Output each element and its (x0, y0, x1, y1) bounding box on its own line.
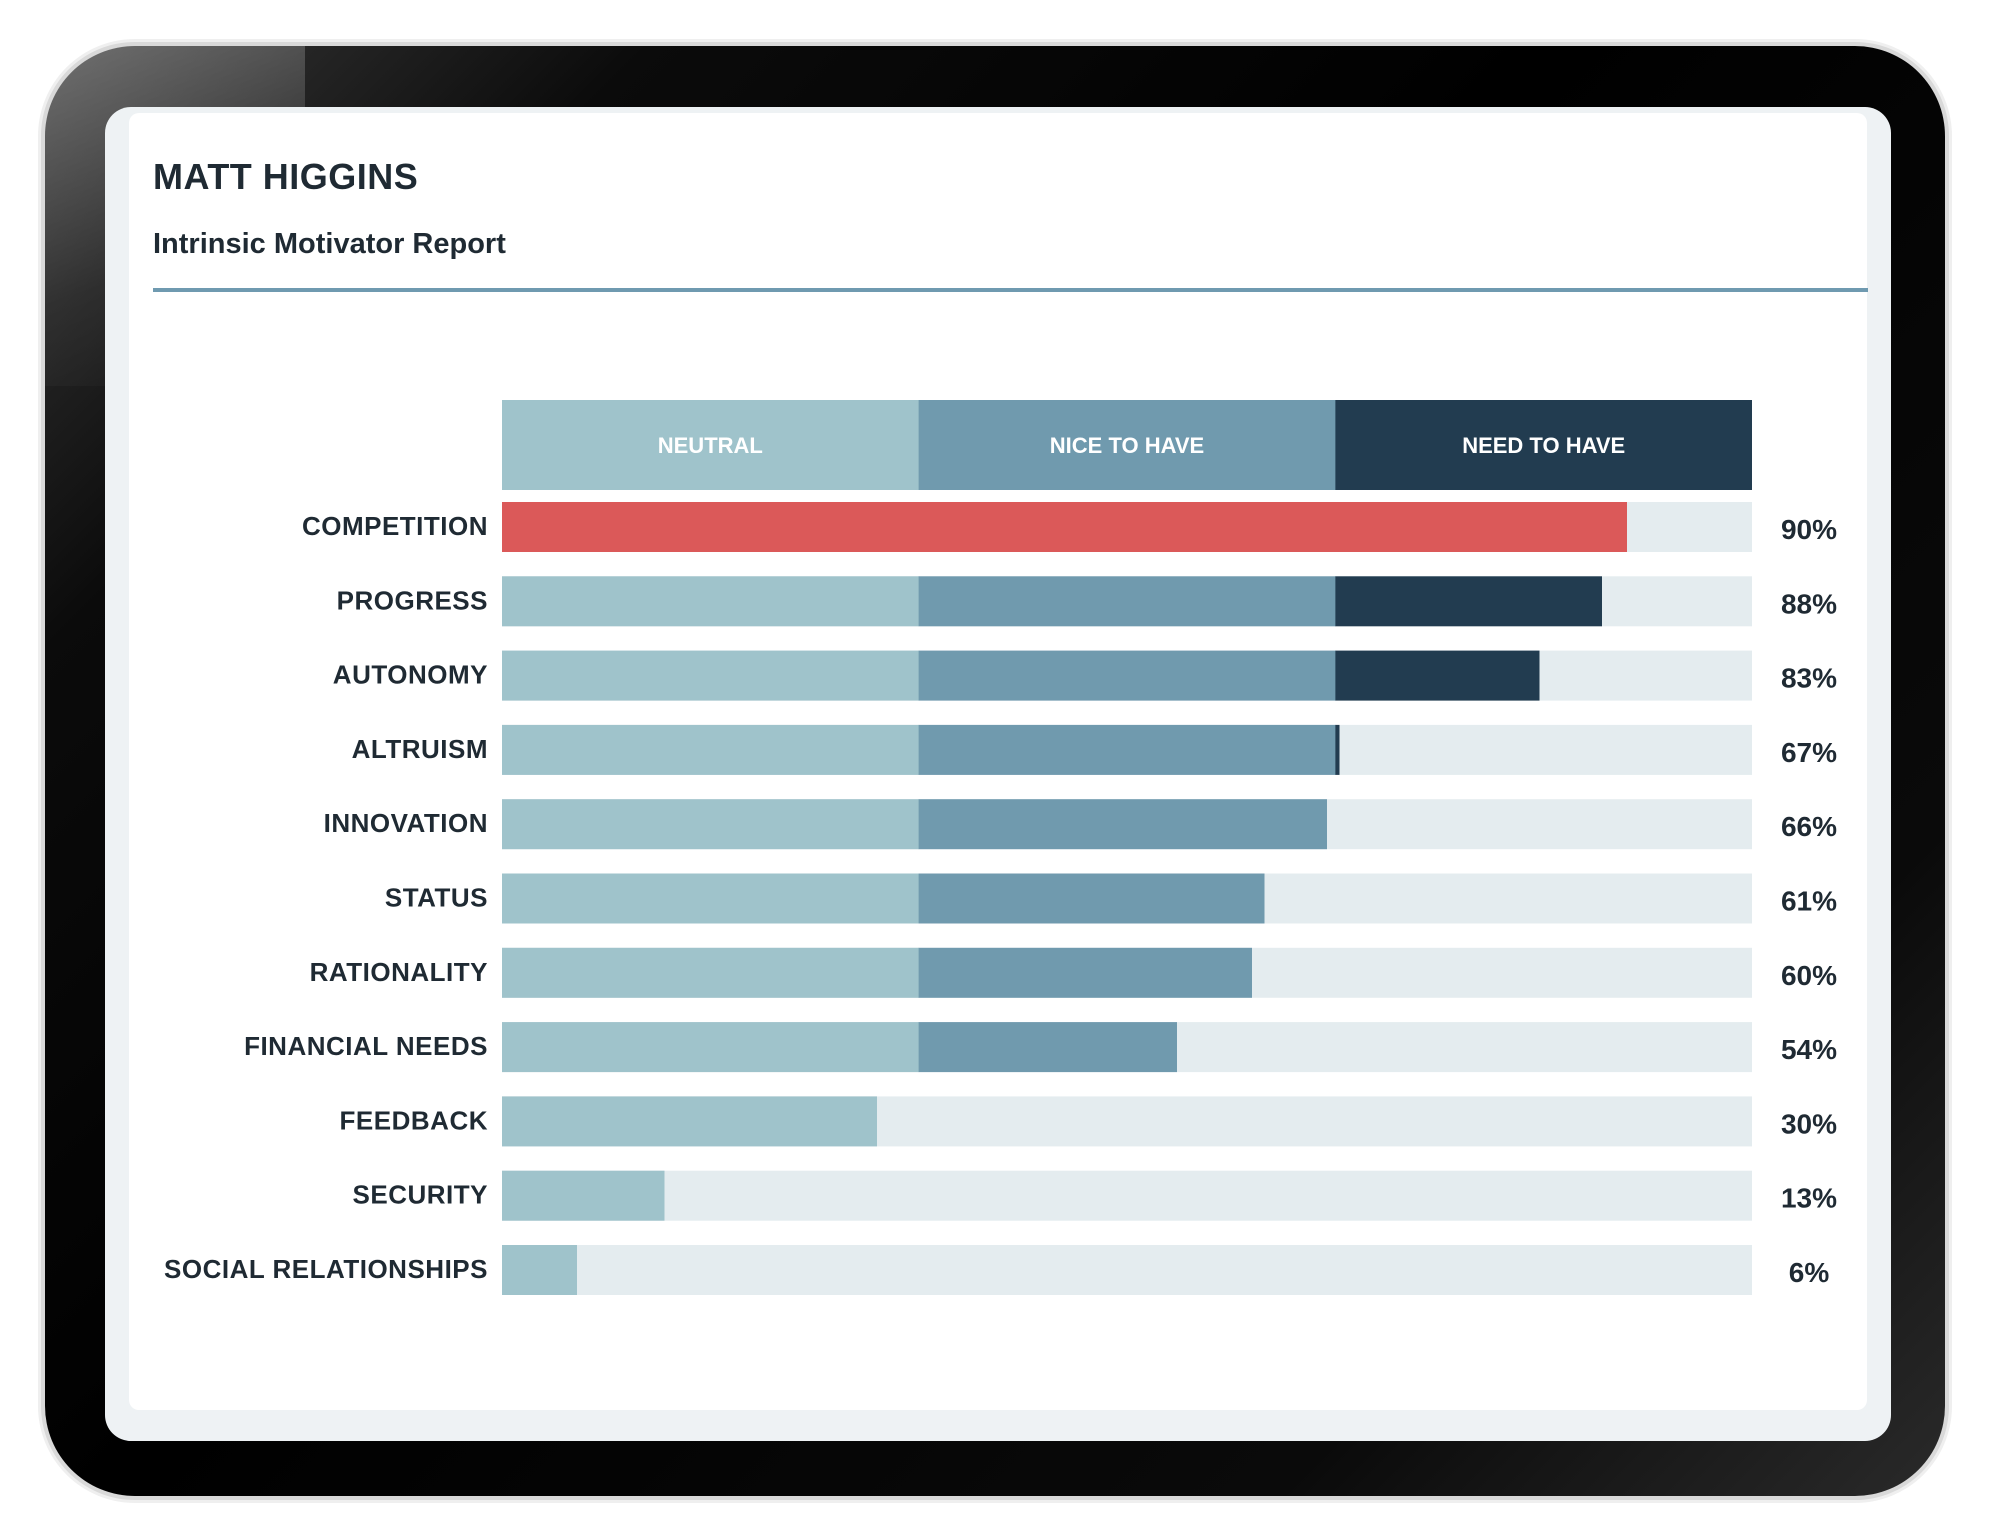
value-label-autonomy: 83% (1781, 663, 1837, 694)
bar-altruism-seg-nice-to-have (918, 724, 1336, 775)
bar-autonomy-seg-nice-to-have (918, 650, 1336, 701)
bar-social-relationships-seg-neutral (502, 1245, 577, 1295)
value-label-feedback: 30% (1781, 1108, 1837, 1139)
band-neutral-label: NEUTRAL (658, 433, 763, 458)
category-label-financial-needs: FINANCIAL NEEDS (244, 1031, 488, 1061)
bar-security-seg-neutral (502, 1170, 665, 1221)
row-security: SECURITY 13% (353, 1170, 1837, 1221)
track-social-relationships (502, 1245, 1752, 1295)
category-label-competition: COMPETITION (302, 511, 488, 541)
row-status: STATUS 61% (385, 873, 1837, 924)
bar-financial-needs-seg-neutral (502, 1022, 920, 1073)
header-divider (153, 288, 1868, 292)
value-label-competition: 90% (1781, 514, 1837, 545)
track-security (502, 1170, 1752, 1221)
value-label-altruism: 67% (1781, 737, 1837, 768)
bar-innovation-seg-nice-to-have (918, 799, 1327, 850)
bar-rationality-seg-nice-to-have (918, 947, 1252, 998)
category-label-altruism: ALTRUISM (352, 734, 488, 764)
category-label-innovation: INNOVATION (324, 808, 488, 838)
band-need-to-have-label: NEED TO HAVE (1462, 433, 1625, 458)
category-label-autonomy: AUTONOMY (333, 660, 488, 690)
category-label-social-relationships: SOCIAL RELATIONSHIPS (164, 1254, 488, 1284)
row-progress: PROGRESS 88% (337, 576, 1837, 627)
row-autonomy: AUTONOMY 83% (333, 650, 1837, 701)
row-competition: COMPETITION 90% (302, 502, 1837, 552)
bar-altruism-seg-need-to-have (1335, 724, 1340, 775)
category-label-security: SECURITY (353, 1180, 488, 1210)
row-altruism: ALTRUISM 67% (352, 724, 1837, 775)
band-neutral (502, 400, 920, 490)
row-innovation: INNOVATION 66% (324, 799, 1837, 850)
value-label-status: 61% (1781, 886, 1837, 917)
value-label-social-relationships: 6% (1789, 1257, 1830, 1288)
bar-financial-needs-seg-nice-to-have (918, 1022, 1177, 1073)
bar-progress-seg-need-to-have (1335, 576, 1602, 627)
category-label-rationality: RATIONALITY (310, 957, 488, 987)
row-feedback: FEEDBACK 30% (340, 1096, 1837, 1147)
value-label-innovation: 66% (1781, 811, 1837, 842)
row-financial-needs: FINANCIAL NEEDS 54% (244, 1022, 1837, 1073)
bar-altruism-seg-neutral (502, 724, 920, 775)
value-label-financial-needs: 54% (1781, 1034, 1837, 1065)
row-social-relationships: SOCIAL RELATIONSHIPS 6% (164, 1245, 1829, 1295)
bar-progress-seg-nice-to-have (918, 576, 1336, 627)
row-rationality: RATIONALITY 60% (310, 947, 1837, 998)
report-subtitle: Intrinsic Motivator Report (153, 228, 506, 260)
category-label-feedback: FEEDBACK (340, 1105, 488, 1135)
bar-feedback-seg-neutral (502, 1096, 877, 1147)
bar-progress-seg-neutral (502, 576, 920, 627)
bar-status-seg-neutral (502, 873, 920, 924)
bar-rationality-seg-neutral (502, 947, 920, 998)
band-nice-to-have (918, 400, 1336, 490)
bar-competition (502, 502, 1627, 552)
band-nice-to-have-label: NICE TO HAVE (1050, 433, 1204, 458)
band-need-to-have (1335, 400, 1752, 490)
category-label-status: STATUS (385, 883, 488, 913)
bar-status-seg-nice-to-have (918, 873, 1265, 924)
bar-innovation-seg-neutral (502, 799, 920, 850)
bar-autonomy-seg-need-to-have (1335, 650, 1540, 701)
bar-autonomy-seg-neutral (502, 650, 920, 701)
person-name: MATT HIGGINS (153, 156, 419, 197)
category-label-progress: PROGRESS (337, 585, 488, 615)
value-label-rationality: 60% (1781, 960, 1837, 991)
value-label-progress: 88% (1781, 588, 1837, 619)
value-label-security: 13% (1781, 1183, 1837, 1214)
